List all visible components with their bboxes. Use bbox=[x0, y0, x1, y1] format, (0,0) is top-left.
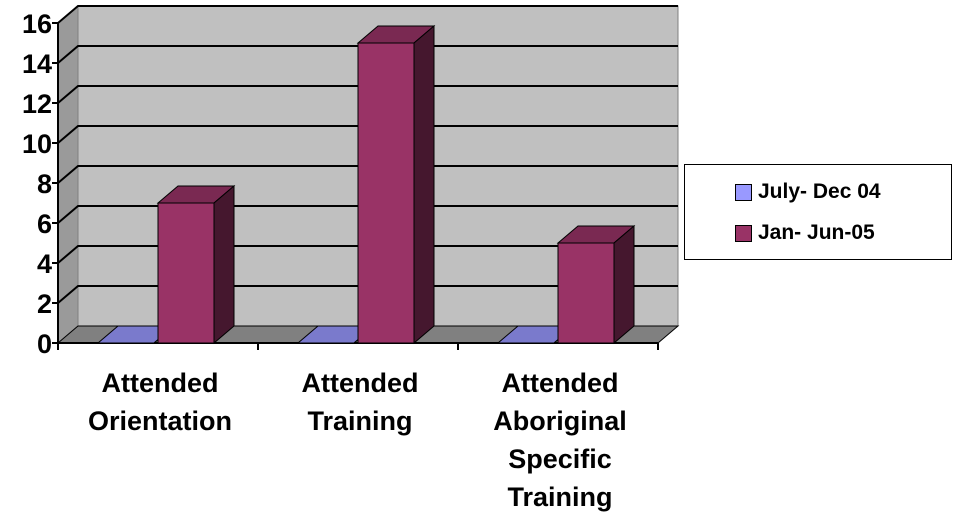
x-category-label-1: Attended Orientation bbox=[88, 368, 232, 436]
gridline bbox=[57, 125, 678, 144]
legend-label-series-2: Jan- Jun-05 bbox=[758, 221, 875, 244]
x-category-label-3: Attended Aboriginal Specific Training bbox=[493, 368, 627, 512]
x-category-label-line: Attended bbox=[502, 368, 619, 398]
bar-2-1 bbox=[156, 184, 236, 345]
gridline bbox=[57, 165, 678, 184]
y-tick-label: 16 bbox=[22, 9, 52, 39]
x-category-label-2: Attended Training bbox=[302, 368, 419, 436]
x-category-label-line: Attended bbox=[302, 368, 419, 398]
bar-side bbox=[213, 184, 235, 345]
y-tick-label: 12 bbox=[22, 89, 52, 119]
y-tick-label: 8 bbox=[37, 169, 52, 199]
y-tick-label: 4 bbox=[37, 249, 52, 279]
bar-front bbox=[357, 42, 415, 344]
gridline bbox=[57, 285, 678, 304]
gridline bbox=[57, 5, 678, 24]
x-category-label-line: Orientation bbox=[88, 406, 232, 436]
legend-label-series-1: July- Dec 04 bbox=[758, 180, 881, 203]
legend-item-series-2: Jan- Jun-05 bbox=[735, 221, 875, 245]
bar-front bbox=[157, 202, 215, 344]
gridlines bbox=[57, 5, 678, 304]
gridline bbox=[57, 245, 678, 264]
legend-swatch-series-1 bbox=[735, 183, 752, 201]
x-category-label-line: Aboriginal bbox=[493, 406, 627, 436]
y-tick-label: 0 bbox=[37, 329, 52, 359]
y-tick-label: 6 bbox=[37, 209, 52, 239]
y-tick-label: 14 bbox=[22, 49, 52, 79]
bars bbox=[96, 24, 636, 345]
x-category-label-line: Training bbox=[307, 406, 412, 436]
y-tick-label: 2 bbox=[37, 289, 52, 319]
y-tick-labels: 0 2 4 6 8 10 12 14 16 bbox=[22, 9, 52, 359]
bar-side bbox=[613, 224, 635, 345]
legend-swatch-series-2 bbox=[735, 224, 752, 242]
gridline bbox=[57, 85, 678, 104]
bar-side bbox=[413, 24, 435, 345]
gridline bbox=[57, 45, 678, 64]
x-category-label-line: Training bbox=[507, 482, 612, 512]
legend-item-series-1: July- Dec 04 bbox=[735, 180, 881, 204]
x-category-label-line: Attended bbox=[102, 368, 219, 398]
legend: July- Dec 04 Jan- Jun-05 bbox=[684, 164, 952, 260]
y-tick-label: 10 bbox=[22, 129, 52, 159]
bar-2-2 bbox=[356, 24, 436, 345]
x-category-label-line: Specific bbox=[508, 444, 612, 474]
gridline bbox=[57, 205, 678, 224]
bar-2-3 bbox=[556, 224, 636, 345]
bar-front bbox=[557, 242, 615, 344]
